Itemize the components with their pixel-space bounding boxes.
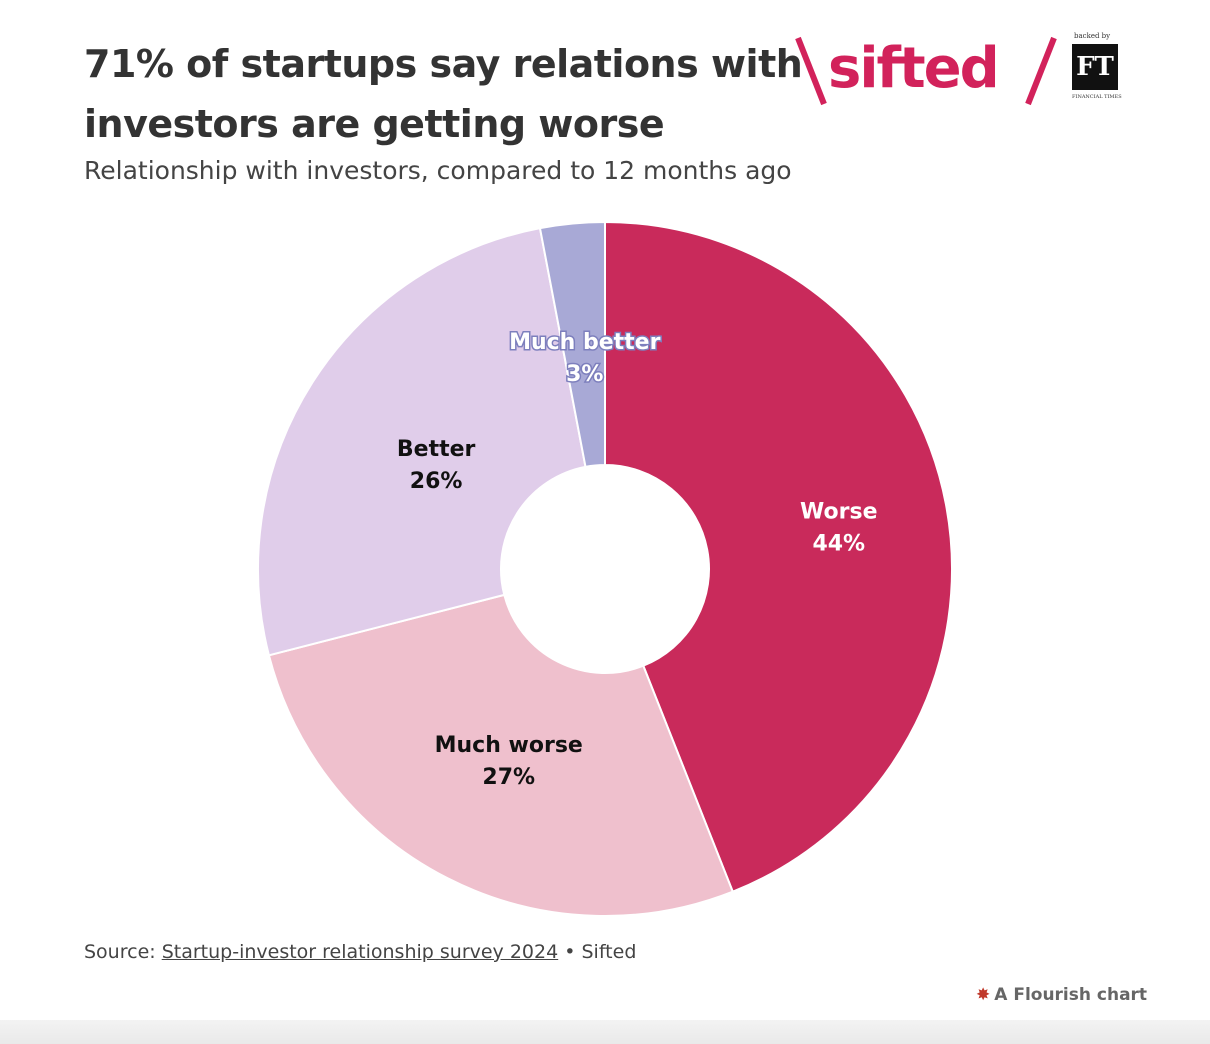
source-suffix: • Sifted xyxy=(558,941,637,963)
source-prefix: Source: xyxy=(84,941,162,963)
label-worse: Worse xyxy=(800,499,877,524)
flourish-icon: ✸ xyxy=(976,985,991,1005)
chart-title: 71% of startups say relations with inves… xyxy=(84,42,803,146)
flourish-credit[interactable]: ✸ A Flourish chart xyxy=(976,985,1147,1005)
bottom-bar xyxy=(0,1020,1210,1044)
slice-better[interactable] xyxy=(257,226,587,657)
value-label-much-worse: 27% xyxy=(482,765,535,790)
donut-slices xyxy=(257,220,953,917)
slice-worse[interactable] xyxy=(604,220,953,893)
flourish-credit-text: A Flourish chart xyxy=(994,985,1148,1005)
ft-logo: FT xyxy=(1072,44,1118,90)
slice-much-better[interactable] xyxy=(538,220,606,469)
value-label-much-better: 3% xyxy=(566,362,603,387)
label-much-worse: Much worse xyxy=(435,733,583,758)
label-better: Better xyxy=(397,437,476,462)
logo-slashes xyxy=(795,36,1057,106)
backed-by-text: backed by xyxy=(1074,32,1111,40)
value-label-worse: 44% xyxy=(812,531,865,556)
source-note: Source: Startup-investor relationship su… xyxy=(84,941,636,963)
ft-caption: FINANCIAL TIMES xyxy=(1072,94,1122,100)
sifted-ft-logo: sifted backed by FT FINANCIAL TIMES xyxy=(792,30,1132,110)
donut-labels: Worse 44% Much worse 27% Better 26% Much bette… xyxy=(397,328,878,790)
value-label-better: 26% xyxy=(410,469,463,494)
source-link[interactable]: Startup-investor relationship survey 202… xyxy=(161,941,559,963)
chart-subtitle: Relationship with investors, compared to… xyxy=(84,156,792,185)
sifted-wordmark: sifted xyxy=(828,36,1000,101)
slice-much-worse[interactable] xyxy=(267,593,735,917)
label-much-better: Much better xyxy=(509,330,661,355)
